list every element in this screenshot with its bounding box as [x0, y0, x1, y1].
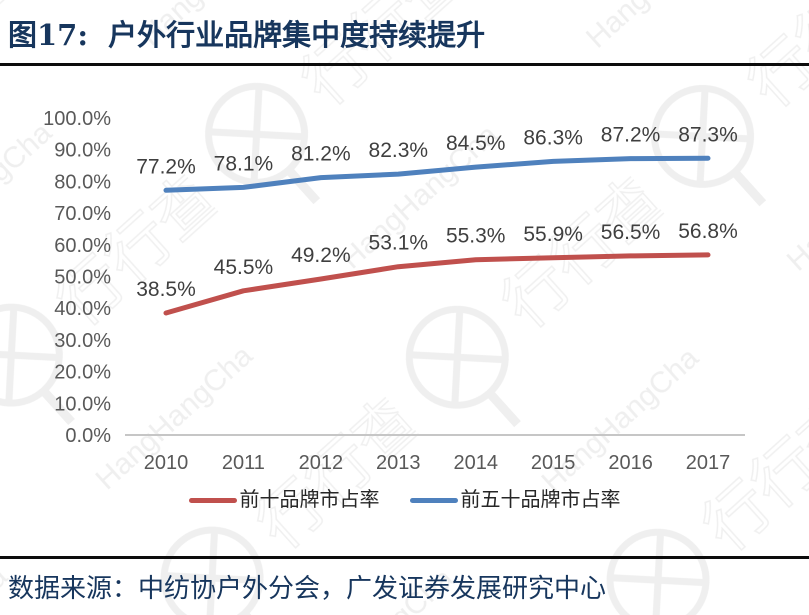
legend-blue-dash-icon [409, 497, 458, 503]
legend-label-top10: 前十品牌市占率 [239, 489, 380, 511]
data-point-label: 49.2% [291, 244, 351, 267]
footer-divider [0, 556, 809, 559]
data-point-label: 56.8% [678, 220, 738, 243]
y-tick-label: 70.0% [54, 203, 111, 225]
legend-item-top10: 前十品牌市占率 [188, 489, 380, 511]
y-tick-label: 100.0% [43, 108, 111, 130]
legend-label-top50: 前五十品牌市占率 [460, 489, 621, 511]
data-point-label: 78.1% [214, 152, 274, 175]
data-point-label: 53.1% [369, 232, 429, 255]
data-point-label: 55.9% [523, 223, 583, 246]
legend-red-dash-icon [188, 497, 237, 503]
y-tick-label: 60.0% [54, 235, 111, 257]
x-tick-label: 2010 [144, 452, 189, 474]
figure-number: 图17: [8, 18, 89, 52]
data-point-label: 87.2% [601, 124, 661, 147]
x-tick-label: 2012 [299, 452, 344, 474]
series-line-1 [163, 155, 711, 193]
x-tick-label: 2016 [608, 452, 653, 474]
data-point-label: 82.3% [369, 139, 429, 162]
x-tick-label: 2011 [222, 452, 265, 474]
data-point-label: 87.3% [678, 123, 738, 146]
x-tick-label: 2015 [531, 452, 576, 474]
data-point-label: 77.2% [136, 155, 196, 178]
y-tick-label: 40.0% [54, 298, 111, 320]
y-tick-label: 20.0% [54, 362, 111, 384]
series-line-0 [163, 252, 711, 316]
y-tick-label: 80.0% [54, 171, 111, 193]
y-tick-label: 0.0% [65, 425, 111, 447]
data-point-label: 86.3% [523, 126, 583, 149]
y-tick-label: 10.0% [54, 393, 111, 415]
x-tick-label: 2017 [686, 452, 731, 474]
data-point-label: 55.3% [446, 225, 506, 248]
data-source-note: 数据来源：中纺协户外分会，广发证券发展研究中心 [8, 574, 607, 604]
y-tick-label: 30.0% [54, 330, 111, 352]
data-point-label: 84.5% [446, 132, 506, 155]
chart-header: 图17: 户外行业品牌集中度持续提升 [8, 16, 798, 54]
plot-area: 0.0% 10.0% 20.0% 30.0% 40.0% 50.0% 60.0% 70.0% 8… [43, 108, 745, 474]
data-point-label: 56.5% [601, 221, 661, 244]
header-divider [0, 63, 809, 66]
x-tick-label: 2014 [453, 452, 498, 474]
data-point-label: 45.5% [214, 256, 274, 279]
legend-item-top50: 前五十品牌市占率 [409, 489, 621, 511]
data-point-label: 81.2% [291, 143, 351, 166]
y-tick-label: 50.0% [54, 267, 111, 289]
x-tick-label: 2013 [376, 452, 421, 474]
page-title: 户外行业品牌集中度持续提升 [108, 18, 486, 52]
y-tick-label: 90.0% [54, 140, 111, 162]
chart-legend: 前十品牌市占率 前五十品牌市占率 [0, 489, 809, 511]
data-point-label: 38.5% [136, 278, 196, 301]
